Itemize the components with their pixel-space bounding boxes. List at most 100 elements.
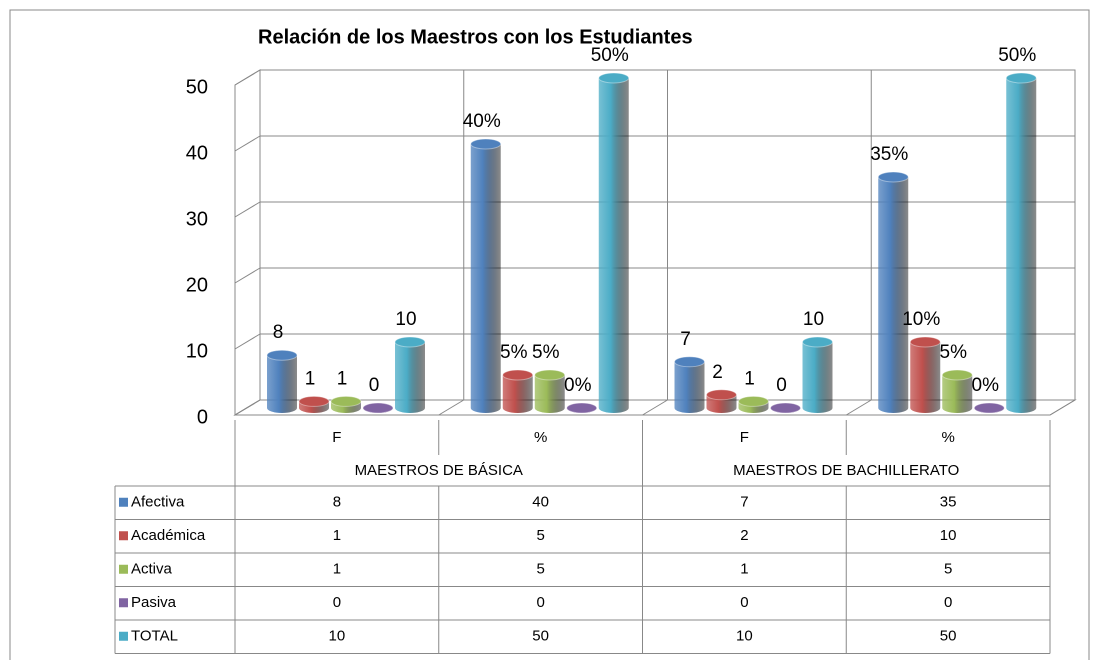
- table-cell: 2: [740, 527, 748, 544]
- legend-key: [119, 631, 128, 641]
- bar-top: [362, 402, 394, 414]
- bar: [470, 144, 501, 413]
- bar: [534, 375, 565, 413]
- data-label: 0: [369, 375, 380, 396]
- bar: [878, 177, 909, 413]
- bar-top: [502, 369, 534, 381]
- data-label: 50%: [998, 45, 1036, 66]
- data-label: 7: [680, 329, 691, 350]
- data-label: 0%: [564, 375, 592, 396]
- bar-top: [470, 138, 502, 150]
- legend-label: Activa: [131, 561, 173, 578]
- floor-divider: [642, 399, 668, 416]
- data-label: 8: [273, 322, 284, 343]
- legend-label: Académica: [131, 527, 206, 544]
- bar-top: [394, 336, 426, 348]
- data-label: 5%: [940, 342, 968, 363]
- bar: [674, 361, 705, 413]
- table-cell: 5: [944, 561, 952, 578]
- grid-line-side: [234, 333, 261, 350]
- data-label: 10%: [902, 309, 940, 330]
- bar-top: [941, 369, 973, 381]
- category-label: F: [740, 429, 749, 446]
- y-tick-label: 10: [186, 340, 208, 362]
- data-label: 0: [776, 375, 787, 396]
- data-label: 40%: [463, 111, 501, 132]
- data-label: 2: [712, 362, 723, 383]
- floor-divider: [438, 399, 465, 416]
- category-label: %: [941, 429, 954, 446]
- bar: [502, 375, 533, 413]
- table-cell: 5: [536, 527, 544, 544]
- group-label: MAESTROS DE BACHILLERATO: [733, 462, 959, 479]
- bar: [395, 342, 425, 413]
- grid-line-side: [234, 201, 261, 218]
- group-label: MAESTROS DE BÁSICA: [355, 462, 523, 479]
- table-cell: 10: [940, 527, 957, 544]
- data-label: 0%: [972, 375, 1000, 396]
- y-tick-label: 40: [186, 142, 208, 164]
- y-tick-label: 50: [186, 76, 208, 98]
- data-label: 10: [395, 309, 416, 330]
- grid-line-side: [234, 399, 261, 416]
- y-tick-label: 0: [197, 406, 208, 428]
- legend-key: [119, 531, 128, 541]
- table-cell: 35: [940, 494, 957, 511]
- table-cell: 1: [333, 527, 341, 544]
- category-label: %: [534, 429, 547, 446]
- bar-top: [973, 402, 1005, 414]
- table-cell: 50: [532, 628, 549, 645]
- table-cell: 10: [329, 628, 346, 645]
- bar-top: [802, 336, 833, 348]
- table-cell: 50: [940, 628, 957, 645]
- table-cell: 8: [333, 494, 341, 511]
- y-tick-label: 20: [186, 274, 208, 296]
- side-wall: [234, 69, 261, 416]
- bar: [802, 342, 833, 413]
- data-label: 5%: [532, 342, 560, 363]
- bar: [706, 394, 737, 413]
- legend-key: [119, 497, 128, 507]
- data-label: 50%: [591, 45, 629, 66]
- data-label: 1: [305, 368, 316, 389]
- data-label: 1: [337, 368, 348, 389]
- legend-label: TOTAL: [131, 628, 178, 645]
- category-label: F: [332, 429, 341, 446]
- floor-divider: [1049, 399, 1076, 416]
- legend-key: [119, 598, 128, 608]
- bar-top: [598, 72, 630, 84]
- table-cell: 10: [736, 628, 753, 645]
- bar-top: [298, 395, 330, 407]
- legend-key: [119, 564, 128, 574]
- table-cell: 7: [740, 494, 748, 511]
- table-cell: 0: [740, 594, 748, 611]
- chart-title: Relación de los Maestros con los Estudia…: [258, 26, 693, 48]
- bar: [598, 78, 629, 413]
- table-cell: 0: [333, 594, 341, 611]
- bar-top: [330, 395, 362, 407]
- bar-top: [266, 349, 298, 361]
- bar: [1006, 78, 1037, 413]
- legend-label: Afectiva: [131, 494, 185, 511]
- bar-top: [909, 336, 941, 348]
- table-cell: 0: [536, 594, 544, 611]
- table-cell: 1: [740, 561, 748, 578]
- bar: [910, 342, 941, 413]
- table-cell: 0: [944, 594, 952, 611]
- table-cell: 5: [536, 561, 544, 578]
- bar-top: [566, 402, 598, 414]
- bar-top: [706, 389, 737, 401]
- bar-top: [770, 402, 801, 414]
- bar: [942, 375, 973, 413]
- data-label: 10: [803, 309, 824, 330]
- bar-top: [1005, 72, 1037, 84]
- bar-top: [877, 171, 909, 183]
- legend-label: Pasiva: [131, 594, 177, 611]
- grid-line-side: [234, 135, 261, 152]
- bar: [267, 355, 297, 413]
- data-label: 5%: [500, 342, 528, 363]
- bar-top: [674, 356, 705, 368]
- grid-line-side: [234, 267, 261, 284]
- grid-line-side: [234, 69, 261, 86]
